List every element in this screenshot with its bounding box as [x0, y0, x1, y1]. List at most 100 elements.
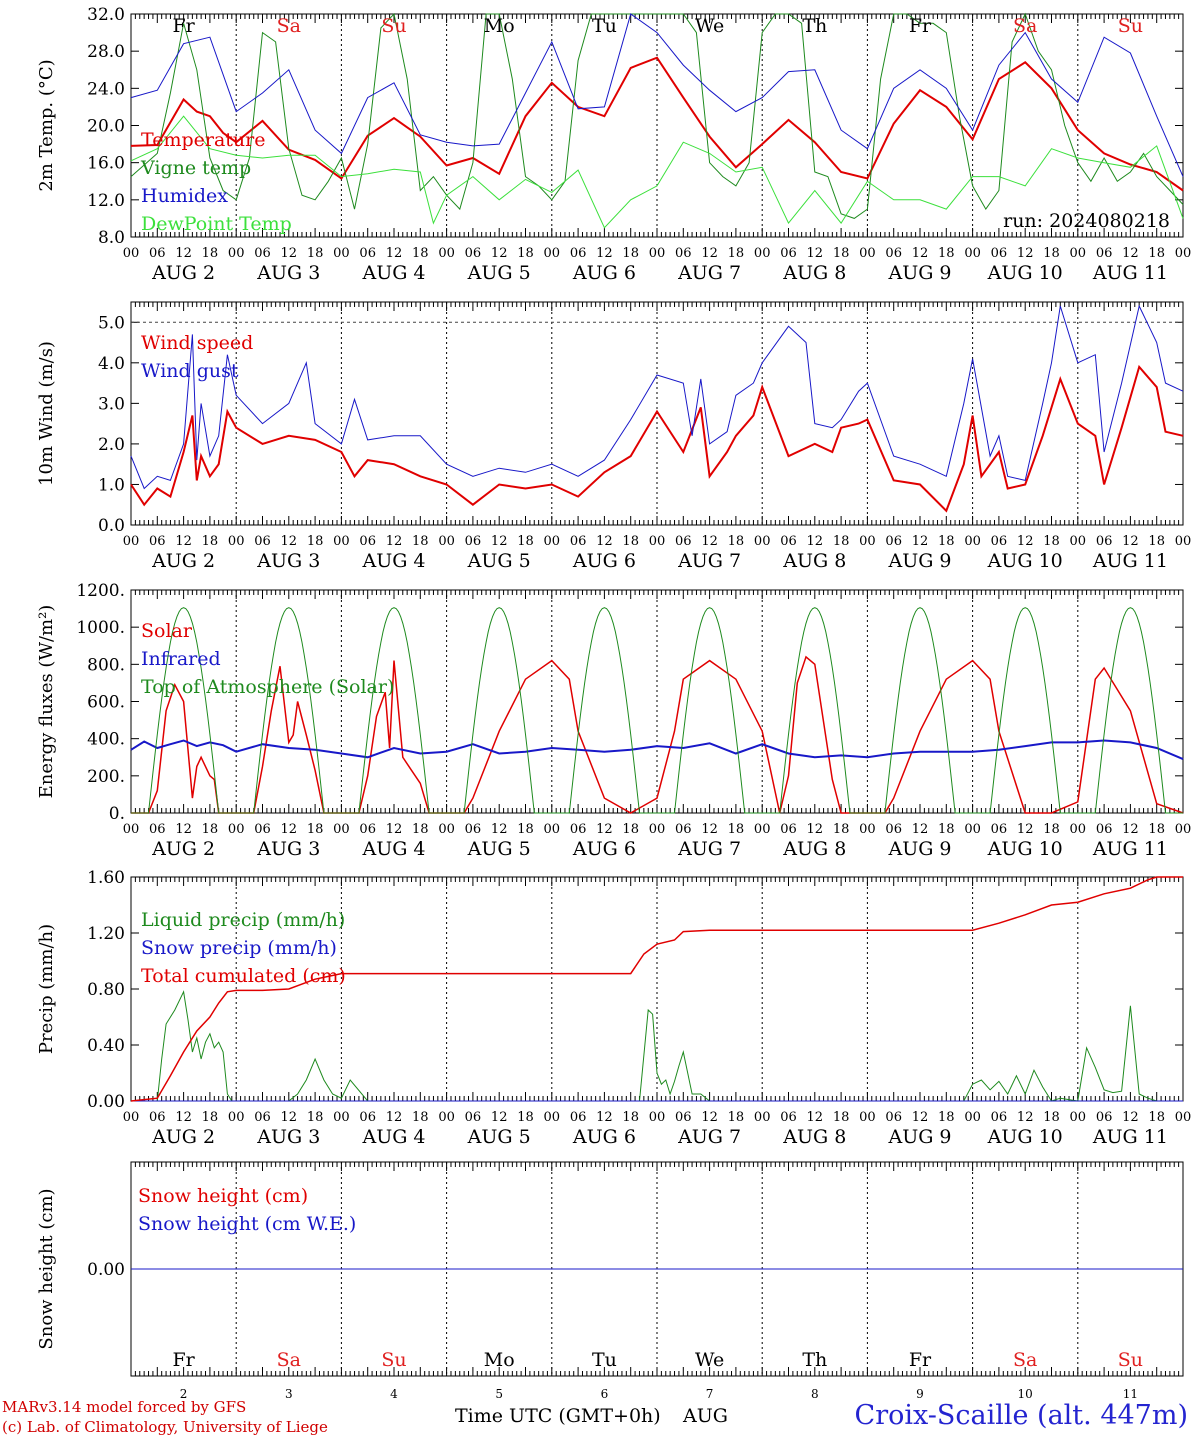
legend-entry: Snow height (cm) [138, 1185, 308, 1207]
hour-tick-label: 00 [859, 1110, 876, 1125]
hour-tick-label: 06 [885, 534, 902, 549]
day-label: AUG 6 [572, 550, 636, 572]
day-label: AUG 11 [1092, 838, 1168, 860]
hour-tick-label: 00 [649, 822, 666, 837]
hour-tick-label: 00 [649, 246, 666, 261]
hour-tick-label: 12 [386, 534, 403, 549]
hour-tick-label: 06 [254, 1110, 271, 1125]
hour-tick-label: 06 [780, 822, 797, 837]
day-label: AUG 7 [677, 1126, 741, 1148]
hour-tick-label: 00 [123, 1110, 140, 1125]
hour-tick-label: 00 [438, 246, 455, 261]
weekday-label: Su [1118, 15, 1143, 37]
day-number: 6 [601, 1387, 609, 1401]
hour-tick-label: 06 [254, 534, 271, 549]
hour-tick-label: 12 [701, 822, 718, 837]
hour-tick-label: 18 [728, 246, 745, 261]
hour-tick-label: 00 [1070, 1110, 1087, 1125]
weekday-label: Th [802, 15, 827, 37]
y-axis-label: Snow height (cm) [36, 1188, 57, 1349]
hour-tick-label: 06 [359, 246, 376, 261]
hour-tick-label: 18 [938, 246, 955, 261]
weekday-label: Sa [277, 1349, 301, 1371]
hour-tick-label: 06 [465, 822, 482, 837]
day-number: 10 [1018, 1387, 1033, 1401]
y-tick-label: 1.0 [98, 475, 125, 495]
day-label: AUG 4 [361, 1126, 425, 1148]
hour-tick-label: 12 [281, 822, 298, 837]
hour-tick-label: 06 [149, 1110, 166, 1125]
y-tick-label: 24.0 [87, 79, 125, 99]
hour-tick-label: 18 [1148, 1110, 1165, 1125]
hour-tick-label: 12 [701, 1110, 718, 1125]
hour-tick-label: 18 [202, 534, 219, 549]
hour-tick-label: 18 [622, 1110, 639, 1125]
hour-tick-label: 00 [544, 246, 561, 261]
hour-tick-label: 18 [622, 822, 639, 837]
hour-tick-label: 18 [412, 534, 429, 549]
legend-entry: Solar [141, 620, 193, 642]
hour-tick-label: 00 [964, 1110, 981, 1125]
hour-tick-label: 00 [544, 1110, 561, 1125]
hour-tick-label: 12 [701, 246, 718, 261]
model-credit: MARv3.14 model forced by GFS [2, 1398, 247, 1416]
hour-tick-label: 06 [254, 822, 271, 837]
hour-tick-label: 00 [1070, 246, 1087, 261]
hour-tick-label: 12 [807, 822, 824, 837]
hour-tick-label: 00 [123, 246, 140, 261]
hour-tick-label: 12 [912, 822, 929, 837]
day-label: AUG 10 [987, 1126, 1063, 1148]
hour-tick-label: 12 [491, 1110, 508, 1125]
weekday-label: Mo [484, 1349, 515, 1371]
hour-tick-label: 12 [491, 534, 508, 549]
day-label: AUG 9 [887, 1126, 951, 1148]
hour-tick-label: 12 [1017, 534, 1034, 549]
hour-tick-label: 00 [228, 246, 245, 261]
hour-tick-label: 12 [1122, 822, 1139, 837]
y-axis-label: Energy fluxes (W/m²) [36, 605, 57, 799]
y-tick-label: 28.0 [87, 42, 125, 62]
day-label: AUG 11 [1092, 1126, 1168, 1148]
run-stamp: run: 2024080218 [1003, 210, 1170, 232]
hour-tick-label: 12 [491, 822, 508, 837]
hour-tick-label: 18 [517, 246, 534, 261]
legend-entry: Snow precip (mm/h) [141, 937, 337, 959]
hour-tick-label: 06 [991, 246, 1008, 261]
y-tick-label: 12.0 [87, 191, 125, 211]
hour-tick-label: 06 [570, 1110, 587, 1125]
hour-tick-label: 18 [307, 534, 324, 549]
series-line-total-cumulated-cm- [130, 876, 1183, 1102]
day-label: AUG 2 [151, 838, 215, 860]
weekday-label: Sa [1013, 1349, 1037, 1371]
day-label: AUG 2 [151, 262, 215, 284]
hour-tick-label: 06 [1096, 822, 1113, 837]
legend-entry: Vigne temp [140, 157, 251, 179]
day-number: 9 [916, 1387, 924, 1401]
hour-tick-label: 06 [359, 1110, 376, 1125]
hour-tick-label: 06 [675, 822, 692, 837]
hour-tick-label: 12 [807, 1110, 824, 1125]
hour-tick-label: 00 [544, 822, 561, 837]
day-number: 4 [390, 1387, 398, 1401]
day-label: AUG 3 [256, 838, 320, 860]
hour-tick-label: 18 [728, 534, 745, 549]
hour-tick-label: 00 [228, 822, 245, 837]
hour-tick-label: 06 [254, 246, 271, 261]
x-axis-month: AUG [683, 1405, 728, 1427]
series-line-temperature [130, 56, 1184, 192]
day-label: AUG 2 [151, 1126, 215, 1148]
day-label: AUG 5 [467, 550, 531, 572]
series-line-wind-gust [130, 304, 1184, 490]
y-tick-label: 20.0 [87, 117, 125, 137]
y-tick-label: 200. [87, 767, 125, 787]
hour-tick-label: 00 [1175, 822, 1192, 837]
hour-tick-label: 00 [333, 822, 350, 837]
y-tick-label: 400. [87, 730, 125, 750]
hour-tick-label: 00 [649, 1110, 666, 1125]
day-label: AUG 3 [256, 550, 320, 572]
hour-tick-label: 00 [333, 534, 350, 549]
legend-entry: Infrared [141, 648, 221, 670]
y-tick-label: 5.0 [98, 313, 125, 333]
day-label: AUG 5 [467, 262, 531, 284]
hour-tick-label: 00 [544, 534, 561, 549]
